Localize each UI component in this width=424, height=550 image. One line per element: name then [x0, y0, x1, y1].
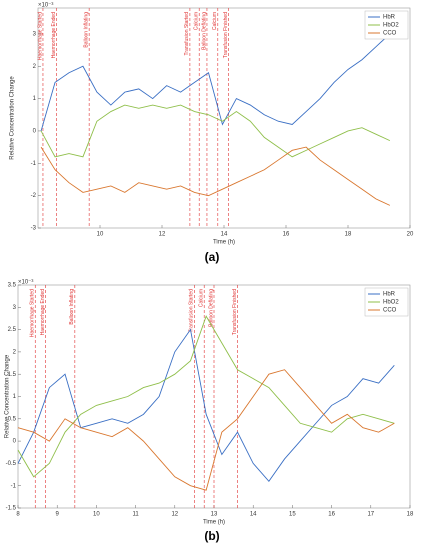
legend-label: CCO [383, 308, 397, 314]
x-tick-label: 10 [93, 512, 100, 518]
x-tick-label: 10 [97, 232, 104, 238]
event-label: Transfusion Started [184, 12, 190, 56]
exponent-label: ×10⁻³ [18, 280, 33, 286]
panel-label: (a) [205, 250, 220, 264]
x-tick-label: 11 [132, 512, 139, 518]
y-tick-label: 2 [33, 64, 37, 70]
event-label: Haemorrhage Ended [40, 289, 46, 336]
legend-label: HbO2 [383, 23, 399, 29]
y-tick-label: 3.5 [8, 283, 17, 289]
legend-label: HbR [383, 292, 396, 298]
event-label: Transfusion Finished [232, 289, 238, 335]
x-tick-label: 9 [56, 512, 60, 518]
series-line [17, 328, 395, 482]
series-line [17, 369, 395, 491]
event-label: Calcium [199, 289, 205, 307]
series-line [17, 315, 395, 478]
event-label: Balloon Deflating [201, 12, 207, 50]
x-axis-label: Time (h) [213, 240, 235, 246]
y-tick-label: -2 [31, 193, 37, 199]
event-label: Calcium [194, 12, 200, 30]
legend-label: CCO [383, 31, 397, 37]
x-tick-label: 12 [159, 232, 166, 238]
x-tick-label: 18 [345, 232, 352, 238]
y-tick-label: 2 [13, 349, 17, 355]
x-tick-label: 17 [367, 512, 374, 518]
x-tick-label: 8 [16, 512, 20, 518]
y-tick-label: -1.5 [6, 506, 17, 512]
y-tick-label: 1.5 [8, 372, 17, 378]
y-axis-label: Relative Concentration Change [5, 354, 11, 438]
x-tick-label: 13 [211, 512, 218, 518]
legend-label: HbO2 [383, 300, 399, 306]
event-label: Transfusion Finished [223, 12, 229, 58]
x-tick-label: 16 [283, 232, 290, 238]
event-label: Haemorrhage Started [30, 289, 36, 337]
y-tick-label: -1 [11, 483, 17, 489]
y-tick-label: -1 [31, 161, 37, 167]
x-axis-label: Time (h) [203, 520, 225, 526]
y-tick-label: 3 [33, 31, 37, 37]
y-tick-label: 0 [33, 129, 37, 135]
x-tick-label: 16 [328, 512, 335, 518]
series-line [40, 33, 391, 132]
y-tick-label: 0 [13, 439, 17, 445]
legend-label: HbR [383, 15, 396, 21]
x-tick-label: 20 [407, 232, 414, 238]
x-tick-label: 14 [250, 512, 257, 518]
event-label: Calcium [212, 12, 218, 30]
event-label: Transfusion Started [189, 289, 195, 333]
panel-label: (b) [204, 529, 219, 543]
y-tick-label: 0.5 [8, 416, 17, 422]
exponent-label: ×10⁻³ [38, 3, 53, 9]
event-label: Balloon Deflating [208, 289, 214, 327]
y-tick-label: 3 [13, 305, 17, 311]
x-tick-label: 15 [289, 512, 296, 518]
x-tick-label: 12 [171, 512, 178, 518]
event-label: Haemorrhage Ended [51, 12, 57, 59]
y-tick-label: 1 [33, 96, 37, 102]
series-line [40, 146, 391, 206]
y-tick-label: 2.5 [8, 327, 17, 333]
event-label: Balloon Inflating [69, 289, 75, 325]
series-line [40, 104, 391, 158]
y-axis-label: Relative Concentration Change [10, 76, 16, 160]
y-tick-label: 1 [13, 394, 17, 400]
event-label: Balloon Inflating [83, 12, 89, 48]
x-tick-label: 14 [221, 232, 228, 238]
event-label: Haemorrhage Started [37, 12, 43, 60]
x-tick-label: 18 [407, 512, 414, 518]
y-tick-label: -0.5 [6, 461, 17, 467]
y-tick-label: -3 [31, 226, 37, 232]
